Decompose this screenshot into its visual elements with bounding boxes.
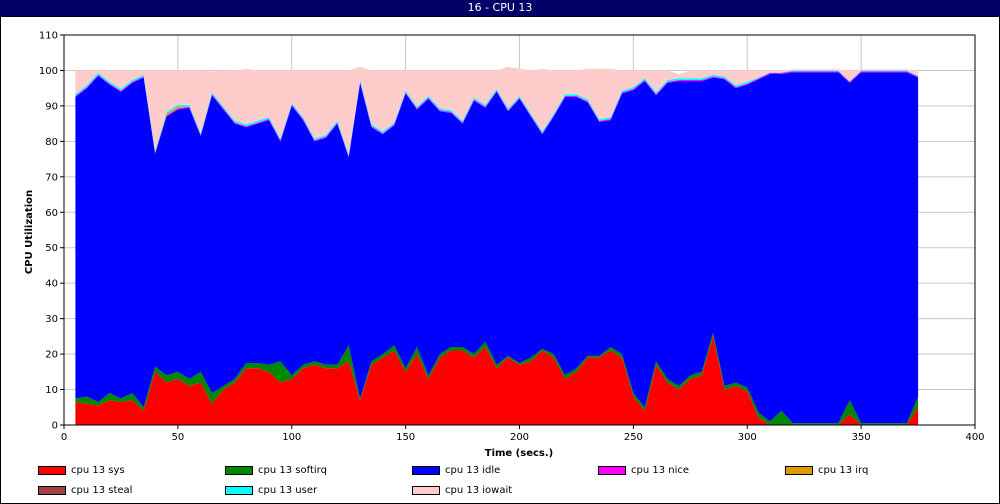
x-tick-label: 250 [624,432,643,443]
y-tick-label: 90 [45,101,58,112]
y-tick-label: 80 [45,137,58,148]
series-area-sys [75,336,919,425]
legend-label: cpu 13 iowait [445,485,513,496]
x-tick-label: 150 [396,432,415,443]
y-tick-label: 10 [45,385,58,396]
legend-label: cpu 13 steal [71,485,133,496]
series-area-idle [75,72,919,424]
y-tick-label: 40 [45,279,58,290]
legend-label: cpu 13 idle [445,465,501,476]
y-axis-label: CPU Utilization [24,190,35,274]
legend-swatch [38,466,66,475]
legend-swatch [412,466,440,475]
legend-swatch [225,466,253,475]
y-tick-label: 20 [45,350,58,361]
legend-swatch [412,486,440,495]
legend-label: cpu 13 softirq [258,465,327,476]
y-tick-label: 60 [45,208,58,219]
legend-label: cpu 13 user [258,485,318,496]
legend-label: cpu 13 irq [818,465,869,476]
x-tick-label: 0 [61,432,67,443]
legend-label: cpu 13 nice [631,465,690,476]
y-tick-label: 0 [52,421,58,432]
y-tick-label: 110 [39,31,58,42]
legend-swatch [38,486,66,495]
y-tick-label: 30 [45,314,58,325]
y-tick-label: 70 [45,172,58,183]
x-tick-label: 350 [852,432,871,443]
x-axis-label: Time (secs.) [485,448,554,459]
x-tick-label: 200 [510,432,529,443]
legend-swatch [785,466,813,475]
legend-label: cpu 13 sys [71,465,125,476]
series-area-iowait [75,66,919,155]
window-title: 16 - CPU 13 [0,0,1000,16]
series-areas [75,66,919,425]
y-tick-label: 100 [39,66,58,77]
y-tick-label: 50 [45,243,58,254]
x-tick-label: 300 [738,432,757,443]
axes: 0 50 100 150 200 250 300 350 400 0 10 20 30 40 50 60 70 8… [39,31,985,444]
legend-swatch [598,466,626,475]
x-tick-label: 100 [282,432,301,443]
x-tick-label: 400 [965,432,984,443]
legend-swatch [225,486,253,495]
x-tick-label: 50 [172,432,185,443]
